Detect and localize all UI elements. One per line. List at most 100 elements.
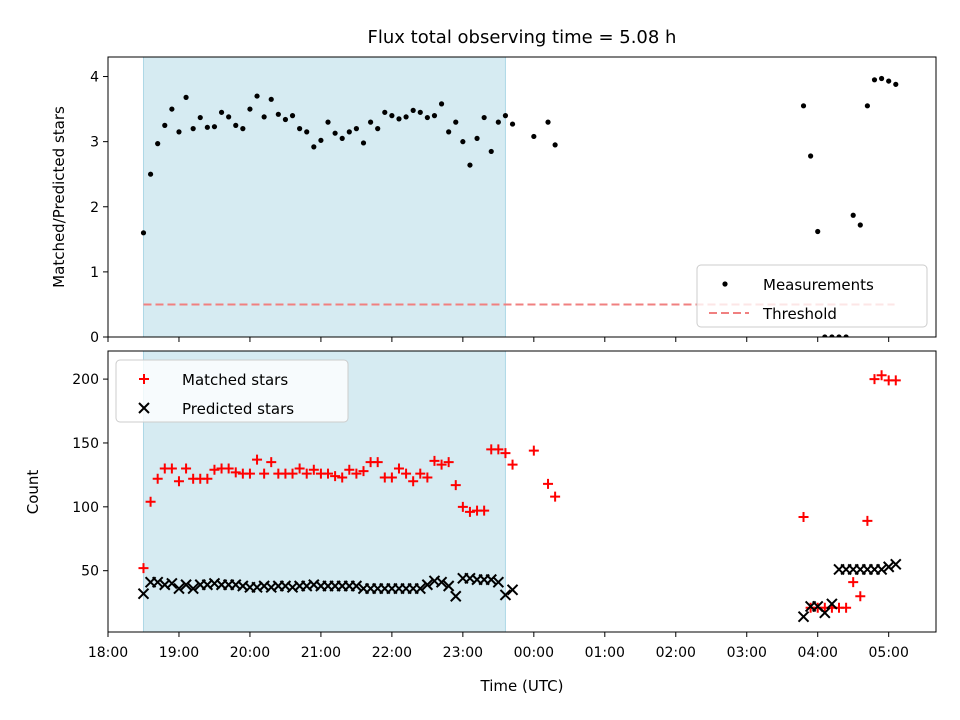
matched-star-point [337, 472, 348, 483]
measurement-point [275, 111, 281, 117]
predicted-star-point [492, 576, 505, 588]
measurement-point [467, 162, 473, 168]
matched-star-point [550, 491, 561, 502]
matched-star-point [266, 457, 277, 468]
predicted-star-point [180, 579, 192, 591]
predicted-star-point [890, 558, 902, 571]
measurement-point [552, 142, 558, 148]
predicted-star-point [187, 582, 199, 595]
matched-star-point [429, 455, 440, 466]
matched-star-point [223, 463, 234, 474]
legend-label: Predicted stars [182, 400, 294, 418]
matched-star-point [457, 501, 468, 512]
legend-label: Measurements [763, 276, 874, 294]
matched-star-point [841, 602, 852, 613]
measurement-point [190, 126, 196, 132]
measurement-point [367, 119, 374, 125]
measurement-point [545, 119, 551, 125]
matched-star-point [493, 444, 504, 455]
predicted-star-point [819, 607, 831, 619]
matched-star-point [173, 476, 184, 487]
legend-predicted-handle [138, 402, 150, 414]
matched-star-point [848, 577, 859, 588]
measurement-point [843, 334, 849, 337]
x-tick-label: 18:00 [88, 645, 128, 661]
y-tick-label: 1 [90, 265, 99, 281]
measurement-point [829, 334, 835, 337]
matched-star-point [436, 459, 447, 470]
matched-star-point [202, 473, 213, 484]
legend-count: Matched stars Predicted stars [115, 359, 349, 423]
measurement-point [382, 109, 388, 115]
measurement-point [460, 139, 466, 145]
x-tick-label: 21:00 [301, 645, 341, 661]
x-tick-label: 02:00 [656, 645, 696, 661]
y-axis-title-ratio: Matched/Predicted stars [50, 106, 68, 288]
measurement-point [155, 141, 161, 147]
measurement-point [857, 222, 863, 228]
measurement-point [204, 124, 210, 130]
measurement-point [509, 121, 516, 127]
matched-star-point [386, 472, 397, 483]
measurement-point [410, 107, 416, 113]
predicted-star-point [137, 587, 150, 600]
predicted-star-point [414, 582, 426, 595]
measurement-point [197, 114, 203, 121]
measurement-point [431, 113, 438, 119]
measurement-point [346, 129, 352, 135]
measurement-point [339, 135, 345, 141]
x-tick-label: 20:00 [230, 645, 270, 661]
matched-star-point [166, 463, 177, 474]
matched-star-point [464, 506, 475, 517]
measurement-point [261, 114, 267, 120]
measurement-point [176, 129, 182, 135]
matched-star-point [152, 473, 163, 484]
measurement-point [453, 119, 459, 125]
matched-star-point [443, 457, 454, 468]
x-axis-title: Time (UTC) [480, 677, 564, 695]
measurement-point [297, 126, 303, 132]
legend-matched-handle [139, 374, 149, 384]
matched-star-point [259, 468, 270, 479]
plot-layer: 0 1 2 3 4 Measurements Threshold 50 100 150 200 18:… [72, 56, 937, 661]
y-tick-label: 50 [81, 564, 99, 580]
matched-star-point [301, 468, 312, 479]
matched-star-point [500, 448, 511, 459]
predicted-star-point [826, 598, 838, 610]
matched-star-point [415, 468, 426, 479]
measurement-point [311, 144, 317, 150]
y-tick-label: 100 [72, 500, 99, 516]
measurement-point [878, 75, 885, 82]
matched-star-point [252, 454, 263, 465]
measurement-point [446, 129, 452, 135]
matched-star-point [344, 464, 355, 475]
measurement-point [800, 103, 807, 109]
matched-star-point [244, 468, 255, 479]
measurement-point [375, 126, 381, 132]
x-tick-label: 04:00 [798, 645, 838, 661]
measurement-point [211, 124, 218, 130]
matched-star-point [138, 563, 149, 574]
measurement-point [325, 119, 331, 125]
measurement-point [147, 171, 154, 177]
axes-frame-ratio [107, 56, 937, 338]
matched-star-point [145, 496, 156, 507]
matched-star-point [869, 374, 880, 385]
matched-star-point [479, 505, 490, 516]
matched-star-point [422, 472, 433, 483]
matched-star-point [393, 463, 404, 474]
measurement-point [247, 106, 253, 112]
y-tick-label: 200 [72, 372, 99, 388]
measurement-point [488, 148, 494, 155]
matched-star-point [351, 468, 362, 479]
x-tick-label: 00:00 [514, 645, 554, 661]
matched-star-point [308, 464, 319, 475]
matched-star-point [372, 457, 383, 468]
matched-star-point [401, 468, 412, 479]
measurement-point [531, 133, 537, 140]
measurement-point [886, 78, 892, 84]
matched-star-point [528, 445, 539, 456]
predicted-star-point [442, 580, 455, 592]
x-tick-label: 19:00 [159, 645, 199, 661]
